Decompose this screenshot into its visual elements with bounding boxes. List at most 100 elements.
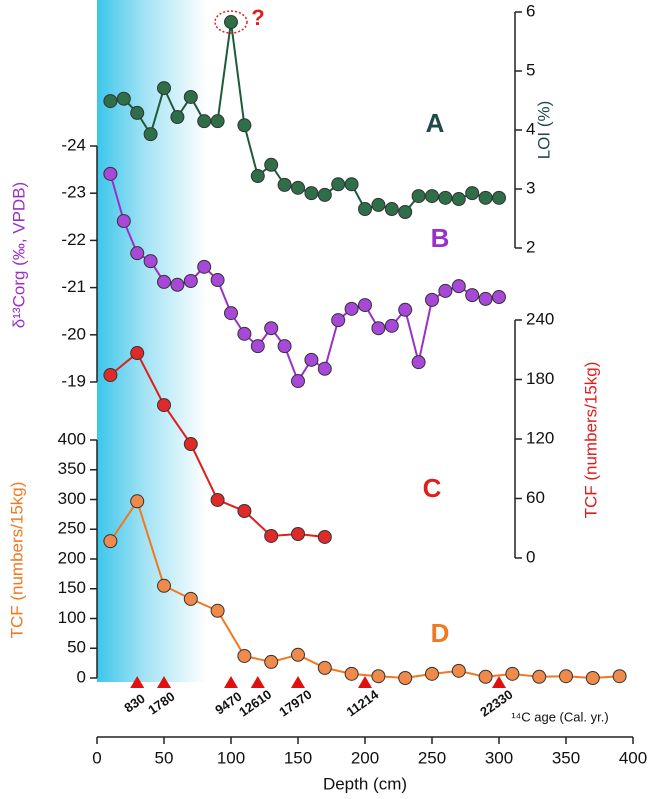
data-point <box>398 671 413 685</box>
data-point <box>425 292 439 307</box>
data-point <box>224 306 238 321</box>
annotation: ? <box>251 5 264 30</box>
data-point <box>398 302 413 317</box>
data-point <box>143 254 158 269</box>
data-point <box>384 318 399 333</box>
age-marker <box>157 676 171 688</box>
data-point <box>197 114 212 129</box>
data-point <box>116 214 131 229</box>
x-axis-label: Depth (cm) <box>323 774 407 793</box>
age-label: 1780 <box>145 689 177 718</box>
y-axis-label: δ¹³Corg (‰, VPDB) <box>9 182 28 328</box>
y-tick-label: 400 <box>58 429 86 448</box>
data-point <box>478 291 493 306</box>
data-point <box>103 166 118 181</box>
x-tick-label: 300 <box>485 748 513 767</box>
data-point <box>183 591 198 606</box>
data-point <box>304 186 319 201</box>
data-point <box>224 15 238 30</box>
y-tick-label: 350 <box>58 459 86 478</box>
data-point <box>130 105 145 120</box>
y-tick-label: 4 <box>526 119 535 138</box>
data-point <box>505 666 520 681</box>
y-tick-label: -24 <box>61 135 86 154</box>
data-point <box>384 202 399 217</box>
age-label: 12610 <box>236 687 274 720</box>
x-tick-label: 350 <box>552 748 580 767</box>
data-point <box>304 352 319 367</box>
y-tick-label: -20 <box>61 324 86 343</box>
panel-label: B <box>431 223 450 253</box>
age-label: 22330 <box>477 687 515 720</box>
data-point <box>250 339 265 354</box>
data-point <box>170 277 185 292</box>
data-point <box>317 529 332 544</box>
data-point <box>344 666 359 681</box>
x-tick-label: 100 <box>217 748 245 767</box>
data-point <box>317 187 332 202</box>
data-point <box>371 197 386 212</box>
data-point <box>451 663 466 678</box>
data-point <box>157 398 171 413</box>
y-axis-label: TCF (numbers/15kg) <box>581 362 600 519</box>
age-marker <box>358 676 372 688</box>
age-marker <box>130 676 145 688</box>
data-point <box>465 288 480 303</box>
data-point <box>264 321 279 336</box>
y-tick-label: 6 <box>526 1 535 20</box>
highlight-ring <box>214 10 248 34</box>
y-tick-label: 120 <box>526 428 554 447</box>
panel-label: C <box>423 473 442 503</box>
shaded-zone <box>97 0 207 682</box>
data-point <box>130 246 145 261</box>
y-tick-label: -19 <box>61 371 86 390</box>
data-point <box>237 503 252 518</box>
y-tick-label: 150 <box>58 578 86 597</box>
x-tick-label: 50 <box>155 748 174 767</box>
panel-label: D <box>431 618 450 648</box>
data-point <box>358 298 372 313</box>
data-point <box>612 669 627 684</box>
age-marker <box>291 676 305 688</box>
data-point <box>291 180 305 195</box>
data-point <box>451 192 466 207</box>
data-point <box>237 648 252 663</box>
data-point <box>317 361 332 376</box>
age-axis-label: ¹⁴C age (Cal. yr.) <box>511 709 608 724</box>
y-tick-label: 100 <box>58 608 86 627</box>
data-point <box>331 177 346 192</box>
data-point <box>183 273 198 288</box>
y-tick-label: 250 <box>58 519 86 538</box>
data-point <box>371 321 386 336</box>
data-point <box>478 669 493 684</box>
x-tick-label: 0 <box>92 748 101 767</box>
data-point <box>425 189 439 204</box>
data-point <box>157 274 171 289</box>
age-marker <box>250 676 265 688</box>
y-axis-label: LOI (%) <box>534 101 553 160</box>
y-tick-label: 300 <box>58 489 86 508</box>
y-tick-label: 50 <box>67 638 86 657</box>
data-point <box>197 259 212 274</box>
data-point <box>277 177 292 192</box>
data-point <box>183 437 198 452</box>
y-tick-label: 0 <box>526 547 535 566</box>
data-point <box>398 205 413 220</box>
data-point <box>317 660 332 675</box>
y-tick-label: 180 <box>526 369 554 388</box>
data-point <box>183 89 198 104</box>
data-point <box>264 654 279 669</box>
data-point <box>358 202 372 217</box>
age-label: 11214 <box>344 686 382 719</box>
data-point <box>371 669 386 684</box>
age-label: 17970 <box>276 687 314 720</box>
data-point <box>103 368 118 383</box>
data-point <box>465 186 480 201</box>
data-point <box>237 118 252 133</box>
data-point <box>264 157 279 172</box>
data-point <box>438 190 453 205</box>
data-point <box>291 527 305 542</box>
data-point <box>103 94 118 109</box>
x-tick-label: 250 <box>418 748 446 767</box>
data-point <box>210 114 225 129</box>
